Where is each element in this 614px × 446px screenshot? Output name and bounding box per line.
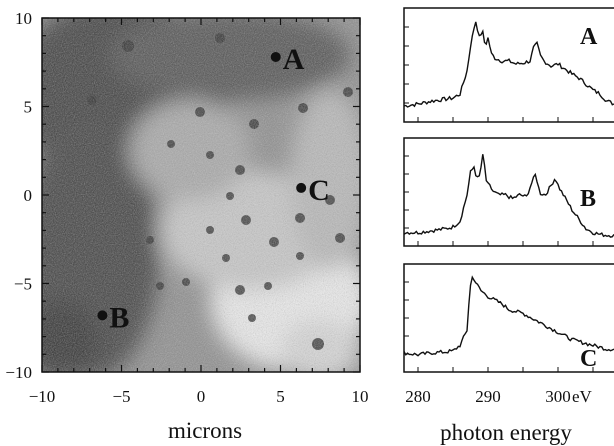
map-y-tick-label: 10: [15, 9, 32, 28]
map-point-label: B: [109, 301, 129, 334]
spectrum-x-tick-label: 280: [405, 387, 431, 406]
spectrum-panel-label: B: [580, 186, 596, 212]
map-y-tick-label: 0: [24, 186, 33, 205]
map-x-tick-label: 5: [276, 387, 285, 406]
micrograph-image: [42, 18, 360, 372]
spectrum-panel-a: A: [403, 7, 614, 123]
spectrum-curve-c: [403, 275, 614, 357]
spectrum-x-tick-label: 300: [545, 387, 571, 406]
map-x-tick-label: −5: [112, 387, 130, 406]
spectrum-x-tick-label: 290: [475, 387, 501, 406]
map-point-marker: [270, 51, 281, 62]
map-point-label: A: [283, 43, 305, 76]
spectrum-panel-b: B: [403, 137, 614, 247]
map-x-tick-label: 10: [352, 387, 369, 406]
spectra-x-axis-title: photon energy: [440, 420, 572, 445]
map-y-tick-label: −10: [5, 363, 32, 382]
map-x-tick-label: 0: [197, 387, 206, 406]
map-point-label: C: [308, 174, 330, 207]
spectrum-curve-a: [403, 21, 614, 108]
map-point-marker: [97, 310, 108, 321]
spectra-x-unit: eV: [572, 387, 593, 406]
map-ticks: −10 −5 0 5 10 10 5 0 −5 −10: [5, 9, 368, 406]
map-x-axis-title: microns: [168, 418, 242, 443]
micrograph-map: −10 −5 0 5 10 10 5 0 −5 −10 A C B microns: [5, 9, 368, 443]
map-x-tick-label: −10: [29, 387, 56, 406]
spectrum-frame: [403, 263, 614, 373]
map-points: A C B: [97, 43, 330, 334]
spectrum-curve-b: [403, 154, 614, 238]
spectrum-panel-label: C: [580, 346, 597, 372]
map-point-marker: [296, 182, 307, 193]
spectra-panels: A B C 280 290 300: [403, 7, 614, 406]
map-y-tick-label: −5: [14, 275, 32, 294]
spectrum-panel-c: C: [403, 263, 614, 373]
map-y-tick-label: 5: [24, 98, 33, 117]
spectrum-panel-label: A: [580, 24, 598, 50]
